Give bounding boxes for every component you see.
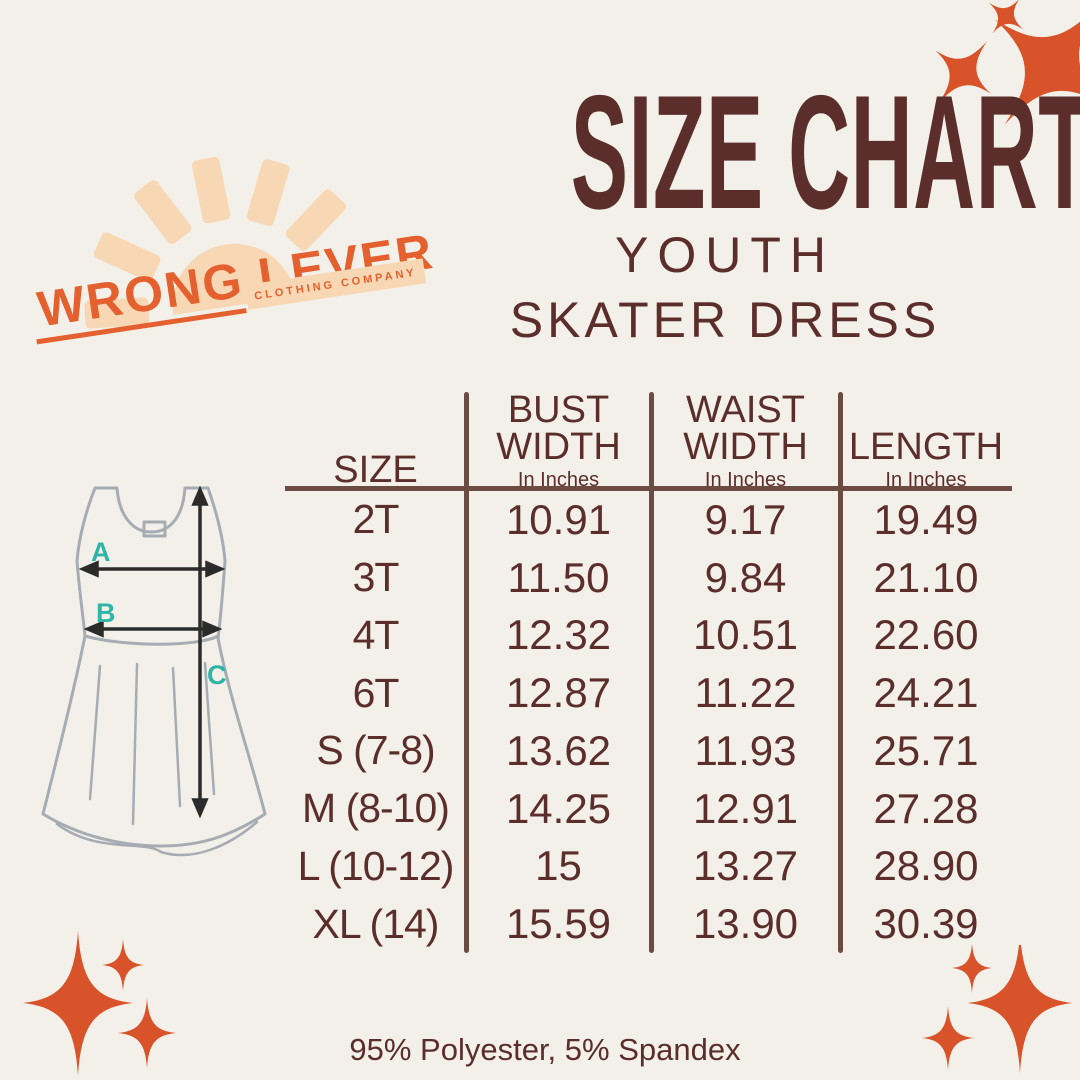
bust-label: A — [91, 537, 111, 567]
size-cell: 3T — [352, 554, 400, 601]
skirt-fold — [88, 664, 102, 801]
bust-cell: 14.25 — [505, 784, 612, 832]
table-row: 4T 12.32 10.51 22.60 — [285, 607, 1012, 665]
table-row: 3T 11.50 9.84 21.10 — [285, 549, 1012, 607]
bust-cell: 12.32 — [505, 611, 612, 659]
under-hem — [55, 820, 259, 857]
length-cell: 21.10 — [873, 553, 979, 601]
page-title: SIZE CHART — [570, 62, 1080, 243]
table-row: L (10-12) 15 13.27 28.90 — [285, 838, 1012, 896]
bust-cell: 13.62 — [505, 726, 612, 774]
length-cell: 22.60 — [873, 611, 979, 659]
material-note: 95% Polyester, 5% Spandex — [349, 1032, 741, 1067]
length-cell: 19.49 — [873, 495, 979, 543]
size-cell: L (10-12) — [297, 842, 455, 889]
size-cell: 2T — [352, 496, 400, 543]
column-divider — [464, 392, 469, 953]
column-divider — [649, 392, 654, 953]
size-cell: XL (14) — [312, 900, 440, 947]
length-cell: 27.28 — [873, 784, 979, 832]
length-cell: 25.71 — [873, 726, 979, 774]
length-cell: 28.90 — [873, 842, 979, 890]
bust-cell: 15.59 — [505, 900, 612, 948]
size-table: SIZE BUST WIDTH In Inches WAIST WIDTH In… — [285, 391, 1012, 953]
column-header-length: LENGTH In Inches — [848, 425, 1004, 491]
column-header-bust: BUST WIDTH In Inches — [496, 389, 621, 491]
bust-cell: 12.87 — [505, 669, 612, 717]
column-divider — [838, 392, 843, 953]
waist-line — [83, 634, 220, 646]
size-cell: 4T — [352, 611, 400, 658]
table-row: S (7-8) 13.62 11.93 25.71 — [285, 722, 1012, 780]
table-row: XL (14) 15.59 13.90 30.39 — [285, 895, 1012, 953]
size-cell: 6T — [352, 669, 400, 716]
waist-cell: 13.90 — [692, 900, 799, 948]
subtitle-product: SKATER DRESS — [509, 292, 941, 348]
tag — [142, 520, 167, 538]
dress-outline — [41, 486, 267, 848]
skirt-fold — [203, 661, 216, 796]
waist-cell: 10.51 — [692, 611, 799, 659]
column-header-waist: WAIST WIDTH In Inches — [683, 389, 808, 491]
bust-cell: 15 — [535, 842, 582, 890]
length-cell: 30.39 — [873, 900, 979, 948]
column-header-size: SIZE — [333, 448, 418, 491]
subtitle-youth: YOUTH — [615, 227, 835, 283]
waist-cell: 12.91 — [692, 784, 799, 832]
size-cell: S (7-8) — [316, 727, 435, 774]
sparkle-cluster-bottom-right-icon — [922, 945, 1073, 1073]
page-title-wrap: SIZE CHART — [340, 71, 1080, 233]
bust-cell: 11.50 — [507, 553, 610, 601]
sparkle-cluster-bottom-left-icon — [23, 930, 176, 1076]
table-row: 6T 12.87 11.22 24.21 — [285, 664, 1012, 722]
table-header: SIZE BUST WIDTH In Inches WAIST WIDTH In… — [285, 391, 1012, 491]
brand-logo: WRONG LEVER CLOTHING COMPANY — [7, 107, 452, 404]
waist-cell: 13.27 — [692, 842, 799, 890]
skirt-fold — [131, 662, 139, 826]
size-cell: M (8-10) — [302, 785, 450, 832]
waist-label: B — [96, 598, 116, 628]
table-row: M (8-10) 14.25 12.91 27.28 — [285, 780, 1012, 838]
length-cell: 24.21 — [873, 669, 979, 717]
waist-cell: 11.93 — [694, 726, 797, 774]
header-rule — [285, 486, 1012, 491]
dress-measurement-diagram: A B C — [41, 485, 267, 857]
waist-cell: 9.84 — [704, 553, 787, 601]
bust-cell: 10.91 — [505, 495, 612, 543]
waist-cell: 9.17 — [704, 495, 787, 543]
length-label: C — [207, 660, 227, 690]
waist-cell: 11.22 — [694, 669, 797, 717]
skirt-fold — [171, 666, 182, 808]
table-row: 2T 10.91 9.17 19.49 — [285, 491, 1012, 549]
table-body: 2T 10.91 9.17 19.49 3T 11.50 9.84 21.10 … — [285, 491, 1012, 953]
